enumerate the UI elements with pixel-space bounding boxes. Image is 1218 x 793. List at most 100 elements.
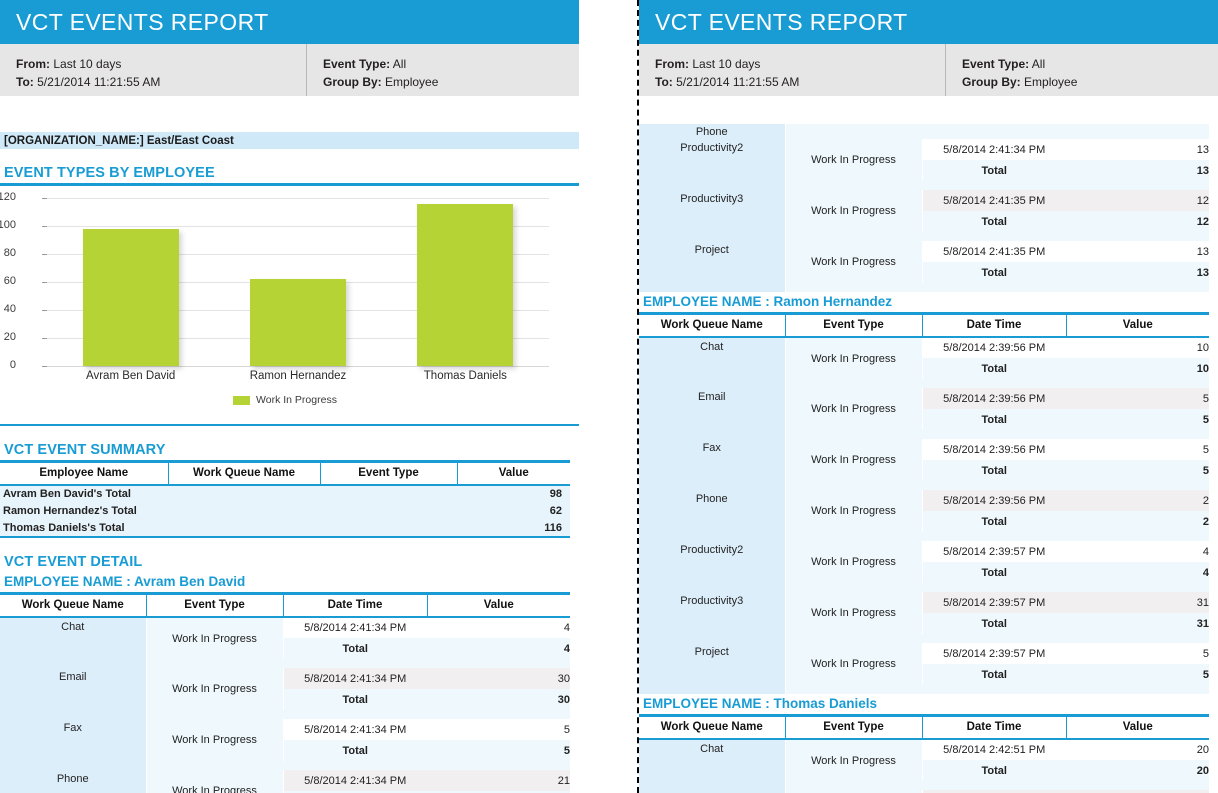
report-panel-right: VCT EVENTS REPORT From: Last 10 days To:… <box>639 0 1218 793</box>
chart-bar <box>82 228 179 366</box>
detail-row-event: Phone Work In Progress 5/8/2014 2:41:34 PM… <box>0 770 570 793</box>
detail-cell-value: 4 <box>427 617 570 638</box>
detail-spacer-cell <box>146 659 283 668</box>
summary-cell-val: 116 <box>457 519 570 536</box>
detail-spacer-cell <box>922 232 1066 241</box>
detail-spacer-cell <box>922 532 1066 541</box>
detail-row-total: Total 4 <box>639 562 1209 583</box>
detail-cell-date-time: 5/8/2014 2:41:34 PM <box>283 770 427 791</box>
detail-row-event: Fax Work In Progress 5/8/2014 2:39:56 PM 5 <box>639 439 1209 490</box>
summary-cell-name: Avram Ben David's Total <box>0 485 168 502</box>
detail-cell-event-type: Work In Progress <box>785 643 923 685</box>
detail-cell-total-label: Total <box>922 562 1066 583</box>
param-event-type-label-right: Event Type: <box>962 57 1030 71</box>
detail-cell-event-type: Work In Progress <box>785 541 923 583</box>
summary-table-row: Avram Ben David's Total 98 <box>0 485 570 502</box>
detail-table-body: Chat Work In Progress 5/8/2014 2:41:34 PM 4… <box>0 617 570 793</box>
detail-spacer-cell <box>785 781 922 790</box>
detail-cell-total-label: Total <box>922 160 1066 181</box>
detail-spacer-cell <box>1066 283 1209 292</box>
detail-cell-total-value: 4 <box>1066 562 1209 583</box>
detail-column-header: Date Time <box>921 315 1066 338</box>
detail-cell-event-type: Work In Progress <box>785 388 923 430</box>
chart-y-tick-label: 100 <box>0 219 16 231</box>
detail-cell-total-label: Total <box>283 638 427 659</box>
detail-cell-work-queue-name: Chat <box>639 739 786 790</box>
detail-cell-value: 13 <box>1066 139 1209 160</box>
detail-cell-total-value: 21 <box>427 791 570 793</box>
detail-cell-event-type: Work In Progress <box>785 139 923 181</box>
detail-cell-value: 4 <box>1066 541 1209 562</box>
detail-cell-event-type: Work In Progress <box>785 739 923 781</box>
detail-cell-total-value: 4 <box>427 638 570 659</box>
detail-spacer-cell <box>1066 232 1209 241</box>
param-from-right: From: Last 10 days <box>655 55 945 73</box>
detail-row-event: Phone Work In Progress 5/8/2014 2:39:56 PM… <box>639 490 1209 541</box>
param-from-label: From: <box>16 57 50 71</box>
detail-table-top-rule-left <box>0 592 570 595</box>
detail-spacer-cell <box>922 634 1066 643</box>
chart-y-tick-mark <box>42 198 47 199</box>
detail-column-header: Work Queue Name <box>639 717 785 740</box>
param-group-by-label: Group By: <box>323 75 382 89</box>
param-group-by-label-right: Group By: <box>962 75 1021 89</box>
detail-cell-total-label: Total <box>283 791 427 793</box>
param-group-filters-right: Event Type: All Group By: Employee <box>946 44 1218 96</box>
summary-cell-val: 98 <box>457 485 570 502</box>
detail-row-spacer <box>639 181 1209 190</box>
detail-cell-total-label: Total <box>922 664 1066 685</box>
param-group-by: Group By: Employee <box>323 73 579 91</box>
chart-gridline <box>47 254 549 255</box>
detail-row-event: Chat Work In Progress 5/8/2014 2:42:51 PM 2… <box>639 739 1209 790</box>
detail-row-total: Total 5 <box>639 460 1209 481</box>
summary-column-header: Value <box>456 463 570 486</box>
detail-cell-date-time: 5/8/2014 2:41:34 PM <box>283 617 427 638</box>
detail-table-avram-continued: Phone Productivity2 Work In Progress 5/8/20… <box>639 124 1210 292</box>
detail-cell-work-queue-name: Productivity2 <box>639 541 786 592</box>
detail-spacer-cell <box>922 430 1066 439</box>
detail-row-event: Project Work In Progress 5/8/2014 2:39:57 … <box>639 643 1209 694</box>
detail-table-header-row: Work Queue Name Event Type Date Time Value <box>0 595 570 618</box>
summary-cell-name: Ramon Hernandez's Total <box>0 502 168 519</box>
detail-row-spacer <box>639 379 1209 388</box>
detail-cell-total-label: Total <box>922 358 1066 379</box>
chart-y-tick-mark <box>42 282 47 283</box>
summary-cell-val: 62 <box>457 502 570 519</box>
detail-row-event: Productivity3 Work In Progress 5/8/2014 2:… <box>639 190 1209 241</box>
detail-cell-work-queue-name: Project <box>639 241 786 292</box>
chart-y-tick-label: 120 <box>0 191 16 203</box>
detail-spacer-cell <box>1066 181 1209 190</box>
event-types-by-employee-chart: 0 20 40 60 80 100 120 Avram Ben David Ramon Hern… <box>0 188 570 424</box>
employee-heading-ramon: EMPLOYEE NAME : Ramon Hernandez <box>643 294 893 309</box>
param-event-type-label: Event Type: <box>323 57 391 71</box>
detail-cell-event-type: Work In Progress <box>785 241 923 283</box>
detail-spacer-cell <box>785 583 922 592</box>
detail-cell-total-label: Total <box>922 409 1066 430</box>
detail-cell-event-type: Work In Progress <box>785 790 923 793</box>
chart-y-tick-mark <box>42 226 47 227</box>
detail-row-total: Total 31 <box>639 613 1209 634</box>
detail-cell-value: 13 <box>1066 241 1209 262</box>
detail-row-event: Chat Work In Progress 5/8/2014 2:41:34 PM 4 <box>0 617 570 668</box>
detail-row-total: Total 13 <box>639 160 1209 181</box>
page-break-divider <box>637 0 639 793</box>
right-top-spacer-2 <box>639 110 1218 124</box>
detail-spacer-cell <box>922 781 1066 790</box>
summary-column-header: Work Queue Name <box>167 463 320 486</box>
detail-column-header: Event Type <box>784 717 922 740</box>
detail-table-ramon: Work Queue Name Event Type Date Time Value … <box>639 315 1209 694</box>
detail-cell-date-time: 5/8/2014 2:39:56 PM <box>922 388 1066 409</box>
param-group-date-range-right: From: Last 10 days To: 5/21/2014 11:21:5… <box>639 44 946 96</box>
detail-cell-work-queue-name: Fax <box>0 719 147 770</box>
detail-cell-work-queue-name: Email <box>0 668 147 719</box>
detail-column-header: Event Type <box>784 315 922 338</box>
detail-spacer-cell <box>922 481 1066 490</box>
chart-gridline <box>47 366 549 367</box>
detail-cell-total-label: Total <box>283 740 427 761</box>
detail-spacer-cell <box>785 532 922 541</box>
report-parameters-left: From: Last 10 days To: 5/21/2014 11:21:5… <box>0 44 579 96</box>
chart-gridline <box>47 226 549 227</box>
detail-cell-event-type: Work In Progress <box>146 668 284 710</box>
detail-cell-date-time: 5/8/2014 2:39:56 PM <box>922 337 1066 358</box>
